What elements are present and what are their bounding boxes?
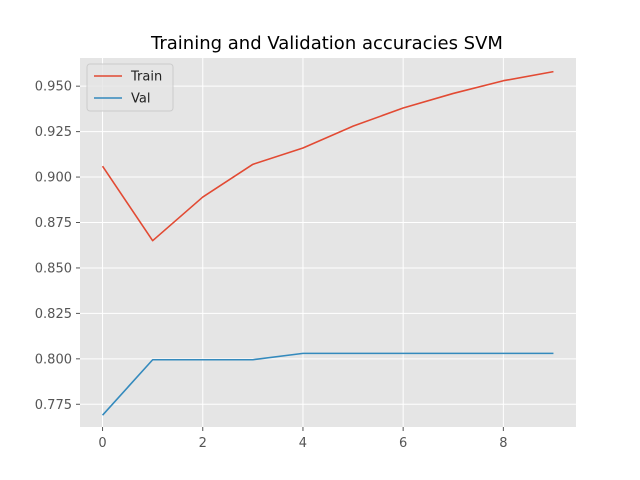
x-tick-label: 0: [98, 436, 106, 451]
x-tick-label: 4: [299, 436, 307, 451]
x-axis: 0 2 4 6 8: [98, 427, 507, 451]
series-line-val: [101, 352, 554, 416]
grid-lines: [80, 58, 576, 427]
y-tick-label: 0.850: [35, 261, 72, 276]
y-tick-label: 0.775: [35, 398, 72, 413]
plot-area: [80, 58, 576, 427]
y-tick-label: 0.800: [35, 352, 72, 367]
x-tick-label: 8: [499, 436, 507, 451]
y-tick-label: 0.925: [35, 125, 72, 140]
legend-label-train: Train: [130, 70, 162, 85]
x-tick-label: 2: [199, 436, 207, 451]
y-tick-label: 0.825: [35, 307, 72, 322]
legend: Train Val: [86, 63, 174, 112]
legend-label-val: Val: [131, 92, 150, 107]
series-group: [101, 70, 554, 416]
series-line-train: [101, 70, 554, 242]
y-axis: 0.775 0.800 0.825 0.850 0.875 0.900 0.925 0.950: [35, 80, 80, 413]
x-tick-label: 6: [399, 436, 407, 451]
y-tick-label: 0.900: [35, 171, 72, 186]
y-tick-label: 0.950: [35, 80, 72, 95]
chart-title: Training and Validation accuracies SVM: [150, 33, 503, 54]
y-tick-label: 0.875: [35, 216, 72, 231]
